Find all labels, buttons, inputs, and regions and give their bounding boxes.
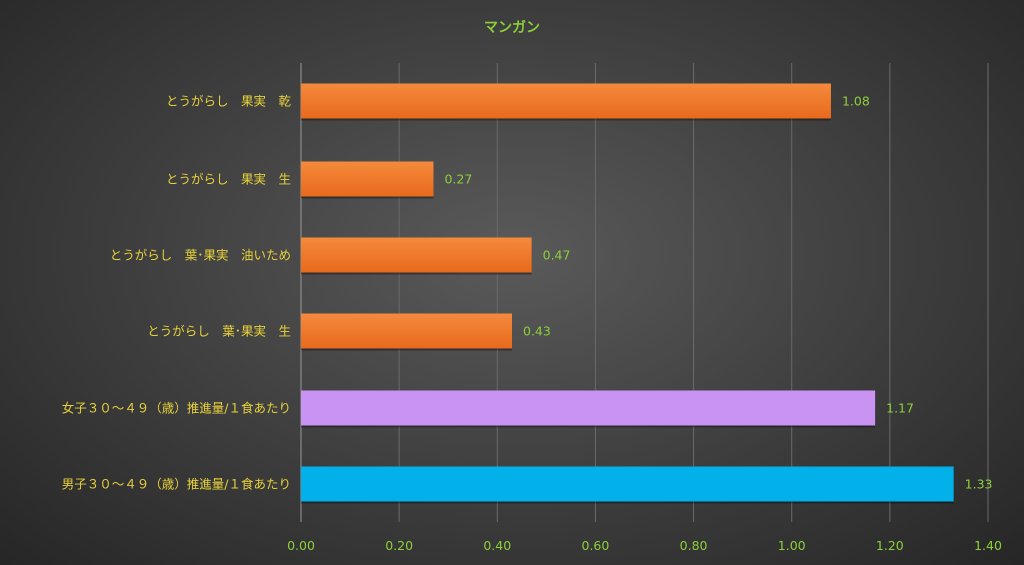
category-label: とうがらし 果実 生 — [166, 172, 291, 187]
x-tick-label: 0.20 — [385, 538, 413, 553]
category-label: 男子３０～４９（歳）推進量/１食あたり — [62, 477, 291, 492]
bars — [301, 83, 954, 504]
bar — [301, 466, 954, 502]
x-tick-label: 1.20 — [876, 538, 904, 553]
data-label: 0.43 — [523, 324, 551, 339]
chart-title: マンガン — [484, 20, 540, 36]
data-label: 1.17 — [886, 401, 914, 416]
x-tick-label: 1.00 — [778, 538, 806, 553]
bar — [301, 313, 513, 349]
category-label: とうがらし 葉･果実 生 — [147, 324, 291, 339]
bar — [301, 237, 532, 273]
x-tick-label: 1.40 — [974, 538, 1002, 553]
bar — [301, 83, 831, 119]
data-label: 0.27 — [444, 172, 472, 187]
gridlines — [300, 63, 989, 522]
data-label: 1.08 — [842, 94, 870, 109]
category-label: とうがらし 葉･果実 油いため — [110, 248, 291, 263]
x-tick-label: 0.00 — [287, 538, 315, 553]
data-label: 0.47 — [543, 248, 571, 263]
data-label: 1.33 — [965, 477, 993, 492]
x-tick-label: 0.40 — [483, 538, 511, 553]
x-tick-label: 0.80 — [680, 538, 708, 553]
bar — [301, 161, 434, 197]
bar — [301, 390, 876, 426]
category-label: とうがらし 果実 乾 — [166, 94, 292, 109]
x-tick-label: 0.60 — [582, 538, 610, 553]
category-label: 女子３０～４９（歳）推進量/１食あたり — [62, 401, 291, 416]
labels: 0.00 0.20 0.40 0.60 0.80 1.00 1.20 1.40 とうがらし 果実… — [62, 94, 1002, 554]
